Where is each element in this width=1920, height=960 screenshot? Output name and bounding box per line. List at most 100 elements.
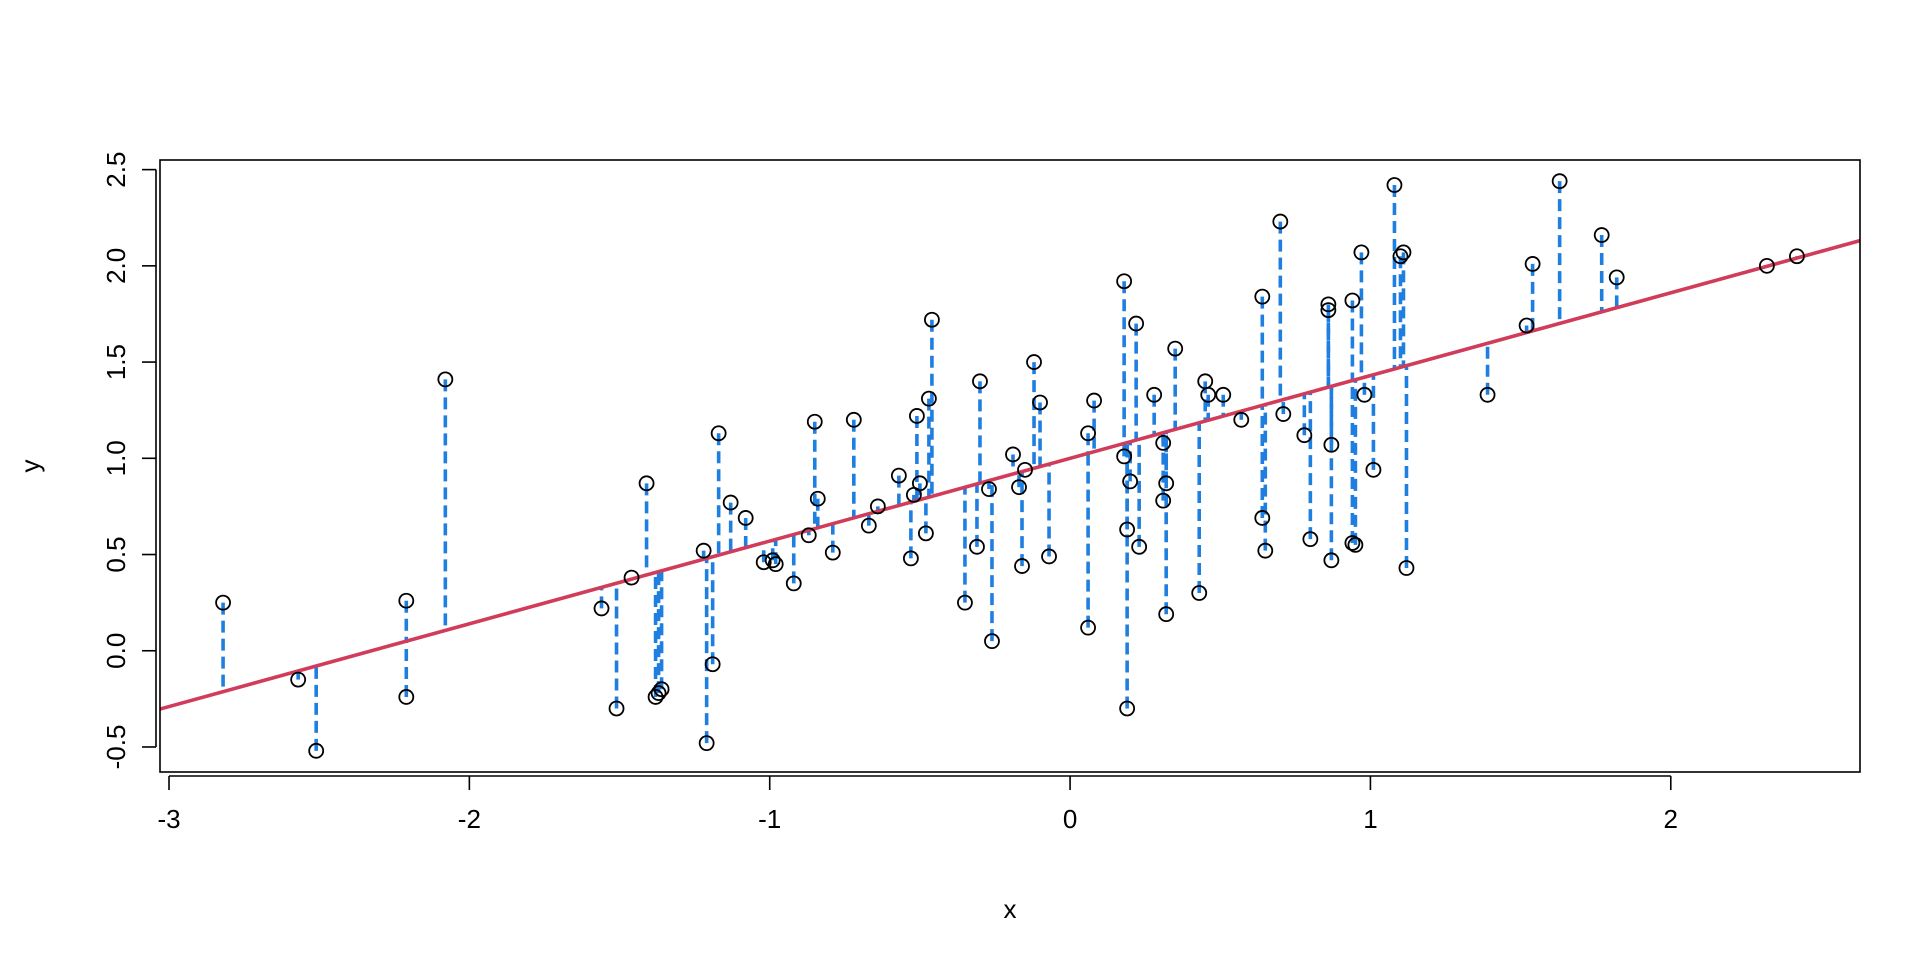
data-point xyxy=(1116,448,1133,465)
data-point xyxy=(1551,173,1568,190)
x-axis-title: x xyxy=(1004,894,1017,924)
data-point xyxy=(290,671,307,688)
data-point xyxy=(911,475,928,492)
data-point xyxy=(1080,619,1096,636)
data-point xyxy=(1167,340,1184,357)
data-point xyxy=(800,527,817,544)
data-point xyxy=(1344,535,1361,551)
data-point xyxy=(1479,386,1496,403)
data-point xyxy=(437,371,454,388)
data-point xyxy=(1158,606,1175,623)
data-point xyxy=(1395,244,1412,261)
data-point xyxy=(1344,292,1361,309)
residual-lines xyxy=(221,181,1799,751)
data-point xyxy=(608,700,625,717)
data-point xyxy=(1041,548,1057,565)
data-point xyxy=(1119,700,1136,717)
data-point xyxy=(957,594,973,611)
data-point xyxy=(1146,386,1163,403)
data-point xyxy=(1017,461,1033,478)
data-point xyxy=(1518,317,1535,334)
data-point xyxy=(1789,248,1805,265)
y-axis: -0.5 0.0 0.5 1.0 1.5 2.0 2.5 xyxy=(101,152,157,770)
y-tick-label: 1.0 xyxy=(101,440,131,476)
data-point xyxy=(1233,411,1250,428)
data-point xyxy=(1320,302,1337,319)
data-point xyxy=(722,494,739,511)
data-point xyxy=(809,490,826,507)
data-point xyxy=(1155,435,1172,451)
data-point xyxy=(1032,394,1048,411)
data-point xyxy=(638,475,655,492)
data-point xyxy=(695,542,712,559)
data-point xyxy=(737,510,754,526)
x-tick-label: -3 xyxy=(157,804,180,834)
data-point xyxy=(1026,354,1042,370)
data-point xyxy=(398,689,415,705)
data-point xyxy=(1191,585,1208,601)
data-point xyxy=(698,735,715,752)
data-point xyxy=(1116,273,1133,290)
data-point xyxy=(764,552,781,569)
data-point xyxy=(984,633,1000,650)
data-point xyxy=(1320,296,1337,313)
x-tick-label: 2 xyxy=(1664,804,1678,834)
y-tick-label: 0.5 xyxy=(101,536,131,572)
y-tick-label: -0.5 xyxy=(101,725,131,770)
data-point xyxy=(1158,475,1175,492)
data-point xyxy=(1392,248,1409,265)
data-point xyxy=(623,569,640,586)
data-point xyxy=(981,481,997,497)
data-point xyxy=(1257,542,1274,559)
data-point xyxy=(1353,244,1370,261)
regression-line-layer xyxy=(159,238,1861,711)
y-axis-title: y xyxy=(15,460,45,473)
y-tick-label: 1.5 xyxy=(101,344,131,380)
data-point xyxy=(1365,461,1382,478)
data-point xyxy=(969,538,985,555)
y-tick-label: 0.0 xyxy=(101,633,131,669)
data-point xyxy=(398,592,415,609)
data-point xyxy=(215,594,231,611)
data-point xyxy=(1254,510,1271,526)
data-point xyxy=(308,742,325,759)
data-point xyxy=(1005,446,1021,463)
data-point xyxy=(1593,227,1610,243)
data-point xyxy=(972,373,988,390)
data-point xyxy=(653,681,670,698)
data-point xyxy=(1272,213,1289,230)
data-point xyxy=(1014,558,1030,574)
data-point xyxy=(1302,531,1319,548)
data-point xyxy=(1155,492,1172,509)
data-point xyxy=(755,554,772,571)
y-tick-label: 2.5 xyxy=(101,152,131,188)
data-point xyxy=(1323,552,1340,569)
x-tick-label: 0 xyxy=(1063,804,1077,834)
data-point xyxy=(650,685,667,701)
data-point xyxy=(1086,392,1102,409)
data-point xyxy=(710,425,727,442)
y-tick-label: 2.0 xyxy=(101,248,131,284)
data-point xyxy=(890,467,907,484)
data-point xyxy=(860,517,877,534)
x-tick-label: 1 xyxy=(1363,804,1377,834)
data-point xyxy=(806,413,823,430)
data-point xyxy=(1275,406,1292,422)
data-point xyxy=(1080,425,1096,442)
data-point xyxy=(593,600,610,617)
regression-line xyxy=(159,238,1861,711)
data-point xyxy=(1608,269,1625,286)
data-point xyxy=(1296,427,1313,444)
data-point xyxy=(1128,315,1145,332)
data-point xyxy=(1524,256,1541,272)
data-point xyxy=(1347,537,1364,553)
x-tick-label: -1 xyxy=(758,804,781,834)
data-point xyxy=(924,311,940,328)
data-point xyxy=(918,525,934,542)
data-point xyxy=(1011,479,1027,496)
data-point xyxy=(1254,288,1271,305)
data-point xyxy=(704,656,721,673)
data-point xyxy=(1119,521,1136,538)
data-point xyxy=(1215,386,1232,403)
